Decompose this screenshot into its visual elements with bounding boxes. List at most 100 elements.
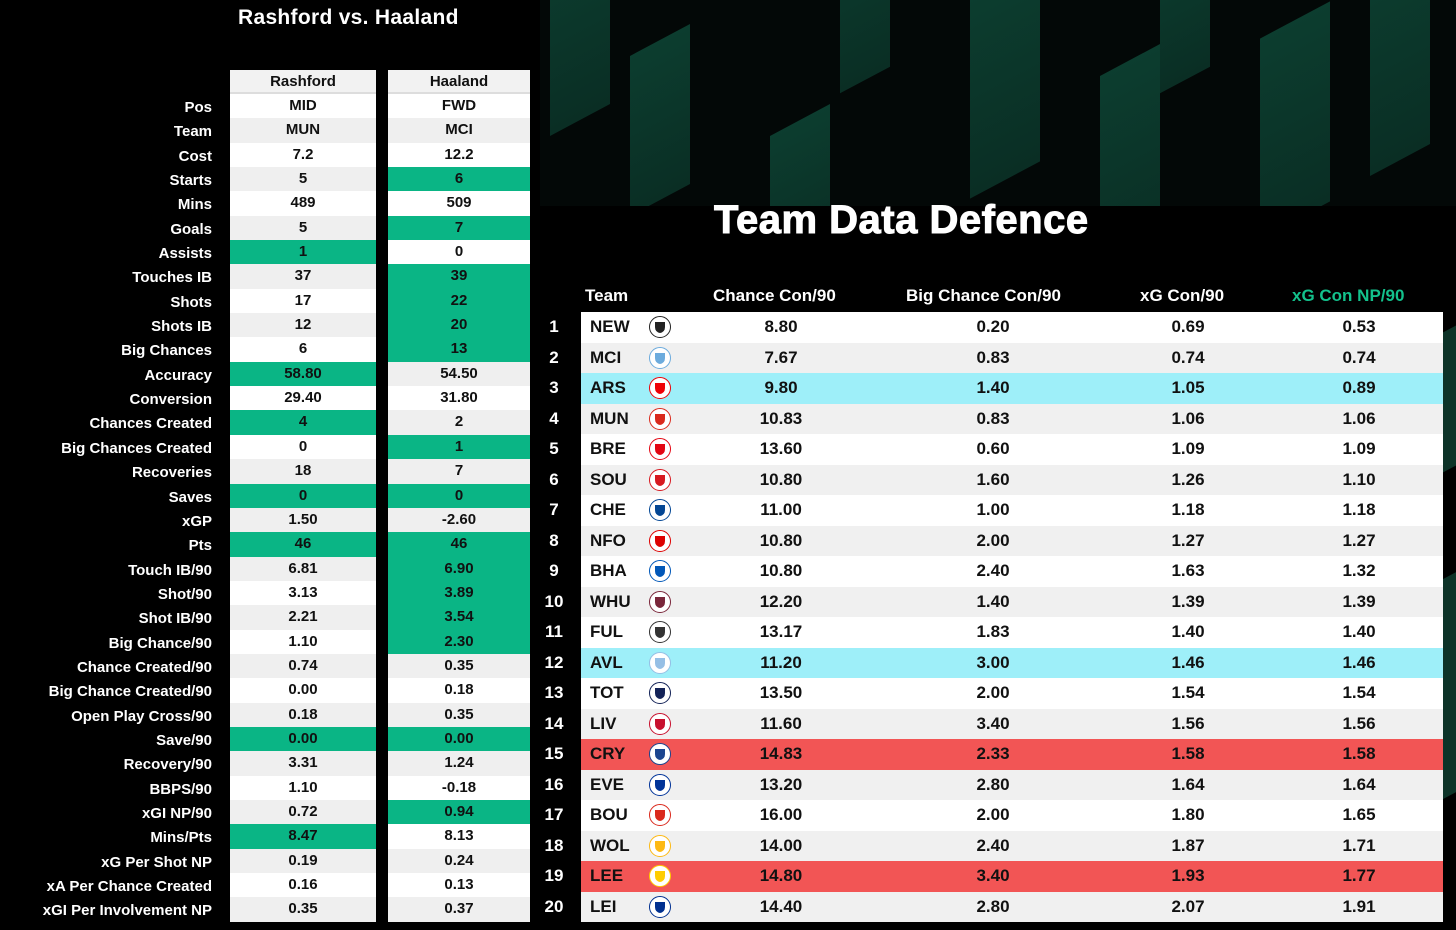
player1-stat-value: 5 <box>230 215 376 241</box>
big-chance-con-value: 3.40 <box>976 866 1010 885</box>
chelsea-crest-icon <box>649 499 671 521</box>
team-row: FUL 13.17 1.83 1.40 1.40 <box>581 617 1443 648</box>
xg-con-value: 1.27 <box>1171 530 1205 550</box>
xg-con-value: 1.58 <box>1171 744 1205 763</box>
xg-con-np-value: 1.77 <box>1342 866 1376 885</box>
team-rank: 6 <box>549 469 559 489</box>
team-row: NFO 10.80 2.00 1.27 1.27 <box>581 525 1443 556</box>
brighton-crest-icon <box>649 560 671 582</box>
stat-label: Chances Created <box>89 415 212 433</box>
big-chance-con-value: 0.20 <box>976 317 1010 336</box>
big-chance-con-value: 2.00 <box>976 530 1010 550</box>
team-row: CHE 11.00 1.00 1.18 1.18 <box>581 495 1443 526</box>
chance-con-value: 13.17 <box>759 622 803 641</box>
player2-stat-value: 0.35 <box>388 702 530 727</box>
player2-stat-value: 0.94 <box>388 799 530 825</box>
team-row: BRE 13.60 0.60 1.09 1.09 <box>581 434 1443 465</box>
player1-stat-value: 3.13 <box>288 583 318 601</box>
player1-stat-value: 0.72 <box>230 799 376 825</box>
xg-con-np-value: 1.64 <box>1342 774 1376 794</box>
team-rank: 19 <box>544 866 564 885</box>
player2-stat-value: 0.37 <box>388 897 530 922</box>
team-row: LEE 14.80 3.40 1.93 1.77 <box>581 861 1443 892</box>
stat-label: Starts <box>169 172 212 190</box>
team-row: MUN 10.83 0.83 1.06 1.06 <box>581 403 1443 434</box>
player1-stat-value: 0.16 <box>288 876 318 893</box>
xg-con-np-value: 1.10 <box>1342 469 1376 489</box>
xg-con-np-value: 1.09 <box>1342 439 1376 458</box>
player2-stat-value: 509 <box>446 194 472 212</box>
xg-con-np-value: 1.27 <box>1342 530 1376 550</box>
team-code: NFO <box>590 530 626 550</box>
team-rank: 7 <box>549 500 559 519</box>
rank-column: 1 2 3 4 5 6 7 8 9 10 11 12 13 14 15 16 17 18 19 20 <box>540 312 568 922</box>
xg-con-np-value: 1.56 <box>1342 713 1376 733</box>
player1-stat-value: 4 <box>230 410 376 435</box>
player2-stat-value: 0 <box>454 243 464 261</box>
big-chance-con-value: 2.33 <box>976 744 1010 763</box>
everton-crest-icon <box>649 773 671 796</box>
player1-stat-value: 0 <box>230 483 376 508</box>
team-row: TOT 13.50 2.00 1.54 1.54 <box>581 678 1443 709</box>
player2-stat-value: 2 <box>388 410 530 435</box>
stat-label: xGI Per Involvement NP <box>42 902 212 920</box>
stat-label: Open Play Cross/90 <box>71 707 212 725</box>
player1-stat-value: MID <box>289 97 317 114</box>
chance-con-value: 11.00 <box>760 500 802 519</box>
wolves-crest-icon <box>649 834 671 857</box>
player1-stat-value: 17 <box>294 291 312 309</box>
stat-label: Shots IB <box>151 318 212 336</box>
team-rank: 15 <box>544 744 564 763</box>
stat-label: Mins/Pts <box>150 829 212 847</box>
team-rank: 9 <box>549 561 559 580</box>
stat-label: Assists <box>158 245 212 263</box>
stat-label: Big Chances Created <box>61 439 212 457</box>
player2-stat-value: MCI <box>388 118 530 143</box>
stat-label: Big Chance/90 <box>108 634 212 652</box>
haaland-header: Haaland <box>388 70 530 94</box>
man-city-crest-icon <box>649 346 671 369</box>
xg-con-np-value: 1.65 <box>1342 805 1376 824</box>
header-big-chance-con: Big Chance Con/90 <box>906 286 1061 305</box>
player1-stat-value: 3.31 <box>230 751 376 776</box>
player1-stat-value: 0.18 <box>230 702 376 727</box>
player2-stat-value: 54.50 <box>388 361 530 387</box>
team-code: LEE <box>590 866 624 885</box>
stat-label: Pos <box>184 99 212 116</box>
stat-label: Recovery/90 <box>123 756 212 774</box>
chance-con-value: 8.80 <box>764 317 798 336</box>
stat-label: xGI NP/90 <box>141 804 212 822</box>
team-code: EVE <box>590 774 625 794</box>
rashford-header: Rashford <box>230 70 376 94</box>
chance-con-value: 14.40 <box>759 896 803 916</box>
xg-con-np-value: 1.40 <box>1342 622 1376 641</box>
man-united-crest-icon <box>649 407 671 430</box>
stat-label: Accuracy <box>144 366 212 384</box>
player1-stat-value: 7.2 <box>292 145 314 163</box>
xg-con-np-value: 1.46 <box>1342 652 1376 672</box>
stat-label: Chance Created/90 <box>76 658 212 676</box>
team-code: ARS <box>590 378 626 397</box>
player2-stat-value: 1.24 <box>388 751 530 776</box>
xg-con-np-value: 0.74 <box>1342 347 1376 367</box>
player2-stat-value: 39 <box>388 264 530 289</box>
xg-con-value: 1.40 <box>1171 622 1205 641</box>
player1-stat-value: 1.50 <box>230 507 376 533</box>
team-rank: 20 <box>544 896 564 916</box>
southampton-crest-icon <box>649 468 671 491</box>
team-code: WHU <box>590 591 631 611</box>
team-code: BRE <box>590 439 626 458</box>
chance-con-value: 13.50 <box>759 683 803 702</box>
big-chance-con-value: 1.00 <box>976 500 1010 519</box>
xg-con-value: 1.05 <box>1171 378 1205 397</box>
team-row: MCI 7.67 0.83 0.74 0.74 <box>581 342 1443 373</box>
team-row: EVE 13.20 2.80 1.64 1.64 <box>581 769 1443 800</box>
xg-con-value: 1.64 <box>1171 774 1205 794</box>
stat-label: Goals <box>170 220 212 238</box>
big-chance-con-value: 0.83 <box>976 347 1010 367</box>
xg-con-value: 1.63 <box>1171 561 1205 580</box>
stat-label: Shot IB/90 <box>138 610 212 628</box>
player1-stat-value: 12 <box>230 313 376 338</box>
xg-con-value: 1.56 <box>1171 713 1205 733</box>
header-team: Team <box>585 286 629 305</box>
